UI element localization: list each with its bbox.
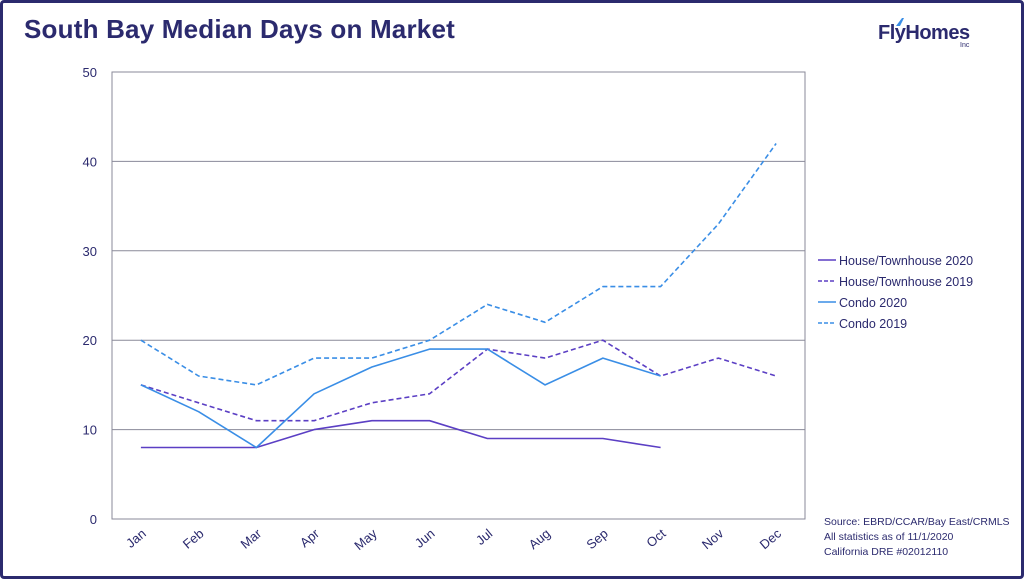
x-tick-label: Apr bbox=[297, 525, 323, 550]
series-line bbox=[140, 348, 661, 449]
y-tick-label: 40 bbox=[83, 154, 97, 169]
x-tick-label: Sep bbox=[583, 526, 610, 552]
legend-label: Condo 2020 bbox=[839, 296, 907, 310]
x-tick-label: Feb bbox=[180, 526, 207, 552]
source-note: Source: EBRD/CCAR/Bay East/CRMLS All sta… bbox=[824, 515, 1010, 560]
y-tick-label: 20 bbox=[83, 333, 97, 348]
series-line bbox=[140, 419, 661, 449]
x-tick-label: Nov bbox=[699, 525, 727, 552]
legend-label: Condo 2019 bbox=[839, 317, 907, 331]
source-line: Source: EBRD/CCAR/Bay East/CRMLS bbox=[824, 516, 1010, 528]
brand-logo: FlyHomes bbox=[878, 22, 970, 44]
x-tick-label: Oct bbox=[643, 526, 668, 551]
chart-title: South Bay Median Days on Market bbox=[24, 14, 455, 44]
x-tick-label: Mar bbox=[238, 525, 265, 551]
y-tick-label: 50 bbox=[83, 65, 97, 80]
plane-icon bbox=[896, 18, 904, 26]
brand-logo-suffix: Inc bbox=[960, 42, 970, 49]
x-tick-label: Jun bbox=[412, 526, 438, 551]
legend-label: House/Townhouse 2020 bbox=[839, 254, 973, 268]
series-line bbox=[140, 339, 777, 422]
x-tick-label: Dec bbox=[757, 525, 785, 552]
x-tick-label: May bbox=[351, 525, 380, 553]
plot-area bbox=[111, 71, 806, 520]
y-tick-label: 0 bbox=[90, 512, 97, 527]
x-tick-label: Aug bbox=[526, 526, 553, 552]
x-tick-label: Jan bbox=[123, 526, 149, 551]
y-tick-label: 30 bbox=[83, 244, 97, 259]
x-tick-label: Jul bbox=[473, 526, 495, 548]
y-tick-label: 10 bbox=[83, 423, 97, 438]
source-line: All statistics as of 11/1/2020 bbox=[824, 531, 954, 543]
series-line bbox=[140, 143, 777, 386]
legend-label: House/Townhouse 2019 bbox=[839, 275, 973, 289]
source-line: California DRE #02012110 bbox=[824, 546, 949, 558]
